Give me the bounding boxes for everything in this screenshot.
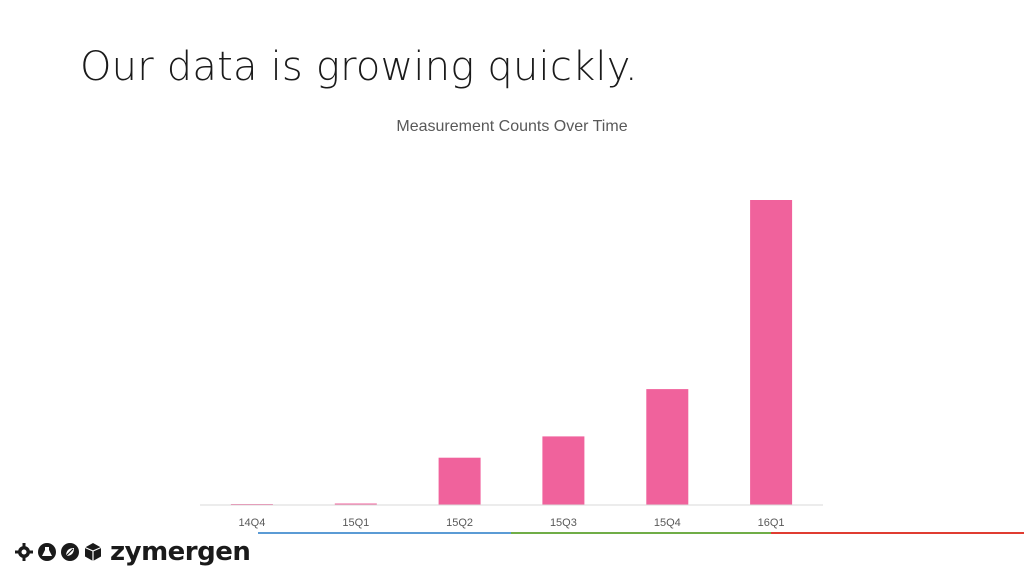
logo-text: zymergen — [110, 537, 251, 567]
footer-stripe-red — [771, 532, 1024, 534]
gear-icon — [15, 543, 33, 561]
x-tick-label: 15Q3 — [550, 517, 577, 529]
footer-stripe-green — [511, 532, 771, 534]
flask-icon — [38, 543, 56, 561]
chart-title: Measurement Counts Over Time — [396, 118, 628, 135]
bar-15Q1 — [334, 503, 377, 505]
x-tick-label: 16Q1 — [758, 517, 785, 529]
zymergen-logo: zymergen — [14, 537, 251, 567]
x-tick-label: 15Q2 — [446, 517, 473, 529]
bar-chart: 14Q4 15Q1 15Q2 15Q3 15Q4 16Q1 — [200, 200, 823, 529]
footer-stripe-blue — [258, 532, 511, 534]
leaf-icon — [61, 543, 79, 561]
bar-15Q2 — [438, 457, 481, 505]
cube-icon — [84, 543, 102, 561]
bar-15Q4 — [646, 389, 689, 505]
bar-16Q1 — [750, 200, 793, 505]
slide-title: Our data is growing quickly. — [80, 44, 638, 90]
x-tick-label: 15Q1 — [342, 517, 369, 529]
x-tick-label: 14Q4 — [238, 517, 265, 529]
x-tick-label: 15Q4 — [654, 517, 681, 529]
bar-15Q3 — [542, 436, 585, 505]
